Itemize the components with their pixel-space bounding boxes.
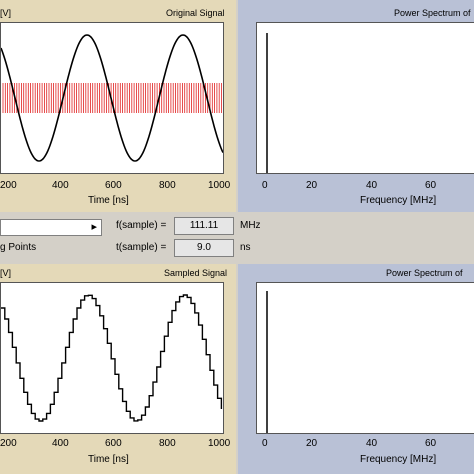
points-label: g Points	[0, 242, 37, 253]
x-tick: 200	[0, 438, 17, 449]
x-tick: 60	[425, 180, 437, 191]
spectrum-chart	[266, 33, 268, 173]
x-tick: 60	[425, 438, 437, 449]
x-axis-label: Frequency [MHz]	[360, 195, 437, 206]
spectrum-chart	[266, 291, 268, 433]
original-signal-panel: Original Signal [V] 200 400 600 800 1000…	[0, 0, 236, 212]
f-sample-unit: MHz	[240, 220, 261, 231]
power-spectrum-plot	[256, 282, 474, 434]
points-dropdown[interactable]: ▸	[0, 219, 102, 236]
sampled-trace	[1, 294, 223, 422]
f-sample-field[interactable]: 111.11	[174, 217, 234, 235]
original-signal-unit: [V]	[0, 8, 12, 18]
power-spectrum-title: Power Spectrum of	[386, 268, 463, 278]
t-sample-field[interactable]: 9.0	[174, 239, 234, 257]
x-tick: 1000	[208, 438, 231, 449]
x-tick: 40	[366, 180, 378, 191]
sampled-signal-panel: Sampled Signal [V] 200 400 600 800 1000 …	[0, 264, 236, 474]
x-tick: 800	[159, 438, 176, 449]
x-tick: 20	[306, 438, 318, 449]
power-spectrum-plot	[256, 22, 474, 174]
t-sample-unit: ns	[240, 242, 251, 253]
t-sample-label: t(sample) =	[116, 242, 167, 253]
sampled-signal-plot	[0, 282, 224, 434]
x-tick: 800	[159, 180, 176, 191]
sampled-signal-title: Sampled Signal	[164, 268, 228, 278]
x-tick: 0	[262, 180, 268, 191]
power-spectrum-panel-top: Power Spectrum of 0 20 40 60 Frequency […	[238, 0, 474, 212]
x-tick: 1000	[208, 180, 231, 191]
f-sample-label: f(sample) =	[116, 220, 167, 231]
power-spectrum-panel-bottom: Power Spectrum of 0 20 40 60 Frequency […	[238, 264, 474, 474]
x-tick: 600	[105, 180, 122, 191]
sampling-controls: ▸ g Points f(sample) = 111.11 MHz t(samp…	[0, 212, 474, 264]
signal-trace	[1, 34, 223, 162]
x-tick: 0	[262, 438, 268, 449]
x-axis-label: Frequency [MHz]	[360, 454, 437, 465]
original-signal-plot	[0, 22, 224, 174]
dropdown-arrow-icon: ▸	[91, 221, 97, 233]
original-signal-chart	[1, 34, 223, 162]
x-axis-label: Time [ns]	[88, 454, 129, 465]
x-tick: 40	[366, 438, 378, 449]
x-tick: 400	[52, 438, 69, 449]
x-tick: 20	[306, 180, 318, 191]
x-tick: 600	[105, 438, 122, 449]
sampled-signal-unit: [V]	[0, 268, 12, 278]
x-axis-label: Time [ns]	[88, 195, 129, 206]
sampled-signal-chart	[1, 294, 223, 422]
x-tick: 200	[0, 180, 17, 191]
original-signal-title: Original Signal	[166, 8, 225, 18]
x-tick: 400	[52, 180, 69, 191]
power-spectrum-title: Power Spectrum of	[394, 8, 471, 18]
